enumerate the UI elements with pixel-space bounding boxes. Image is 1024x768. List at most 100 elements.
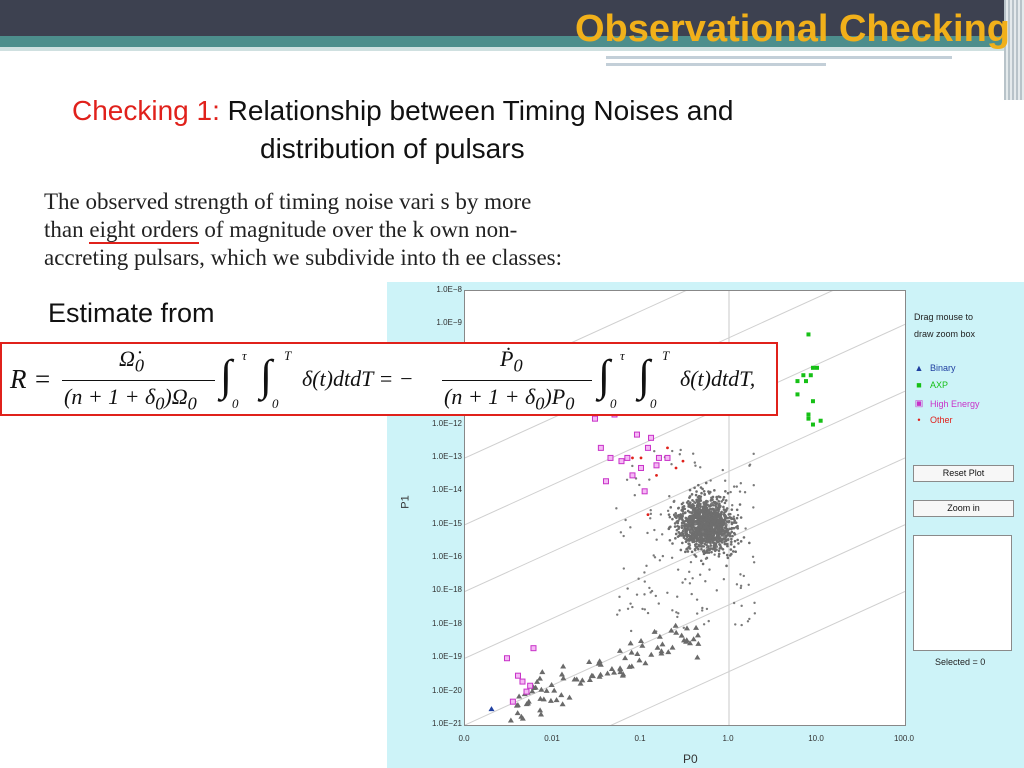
legend-item-other[interactable]: • Other — [914, 415, 952, 425]
population-point — [704, 534, 708, 538]
population-point — [728, 534, 732, 538]
population-point — [619, 531, 623, 534]
population-point — [691, 533, 695, 537]
binary-point — [651, 628, 658, 634]
population-point — [671, 517, 674, 521]
population-point — [660, 533, 664, 536]
population-point — [725, 564, 728, 568]
population-point — [695, 490, 698, 493]
population-point — [715, 539, 719, 543]
legend-item-high-energy[interactable]: ▣ High Energy — [914, 398, 980, 409]
population-point — [676, 521, 680, 525]
population-point — [686, 547, 689, 550]
formula-text: (n + 1 + δ — [64, 384, 156, 409]
reset-plot-button[interactable]: Reset Plot — [913, 465, 1014, 482]
binary-point — [560, 663, 567, 669]
population-point — [732, 515, 736, 518]
population-point — [701, 609, 704, 612]
population-point — [686, 509, 690, 513]
population-point — [722, 513, 726, 516]
other-point — [666, 446, 669, 450]
population-point — [710, 496, 713, 500]
x-tick-label: 0.1 — [634, 734, 646, 743]
population-point — [676, 595, 679, 598]
high-energy-point — [664, 454, 671, 461]
population-point — [681, 512, 685, 515]
x-tick-label: 10.0 — [808, 734, 824, 743]
population-point — [705, 546, 709, 549]
fraction-bar — [62, 380, 215, 381]
population-point — [725, 542, 728, 546]
binary-point — [654, 644, 661, 650]
header-teal-bar — [0, 36, 1024, 47]
population-point — [743, 491, 747, 494]
excerpt-line-2: than eight orders of magnitude over the … — [44, 216, 654, 244]
population-point — [625, 478, 629, 481]
population-point — [682, 626, 686, 630]
population-point — [677, 525, 681, 529]
population-point — [712, 538, 716, 542]
population-point — [726, 544, 729, 548]
population-point — [681, 541, 684, 545]
population-point — [666, 509, 670, 513]
excerpt-text: The observed strength of timing noise va… — [44, 189, 435, 214]
formula-middle: δ(t)dtdT = − — [302, 366, 414, 391]
integral-lower-limit: 0 — [232, 396, 239, 411]
population-point — [675, 611, 678, 614]
population-point — [629, 629, 633, 633]
other-point — [631, 456, 634, 460]
population-point — [679, 448, 682, 452]
population-point — [649, 512, 653, 516]
population-point — [676, 615, 679, 619]
binary-point — [560, 675, 567, 681]
population-point — [694, 493, 698, 497]
selection-list[interactable] — [913, 535, 1012, 651]
population-point — [682, 528, 685, 532]
dot-icon: • — [917, 415, 921, 425]
binary-point — [634, 650, 641, 656]
population-point — [697, 503, 701, 507]
zoom-in-button[interactable]: Zoom in — [913, 500, 1014, 517]
population-point — [669, 525, 672, 529]
binary-point — [548, 682, 555, 688]
population-point — [719, 504, 722, 508]
population-point — [729, 490, 732, 494]
population-point — [730, 526, 734, 530]
population-point — [699, 499, 703, 502]
binary-point — [628, 649, 635, 655]
binary-point — [488, 706, 495, 712]
population-point — [731, 534, 734, 538]
population-point — [706, 503, 709, 507]
population-point — [649, 591, 652, 594]
binary-point — [573, 676, 580, 682]
population-point — [688, 536, 692, 539]
population-point — [695, 520, 699, 523]
population-point — [622, 534, 625, 538]
y-axis-label: P1 — [399, 495, 412, 509]
population-point — [719, 528, 723, 532]
binary-point — [530, 685, 537, 691]
population-point — [681, 581, 684, 584]
axp-point — [801, 373, 806, 378]
legend-item-axp[interactable]: ■ AXP — [914, 380, 948, 390]
population-point — [730, 552, 733, 556]
population-point — [717, 495, 720, 498]
population-point — [710, 498, 713, 502]
population-point — [699, 486, 703, 489]
population-point — [700, 491, 703, 495]
population-point — [717, 509, 720, 513]
population-point — [701, 505, 705, 508]
population-point — [704, 531, 708, 535]
population-point — [681, 514, 684, 518]
legend-item-binary[interactable]: ▲ Binary — [914, 363, 956, 373]
population-point — [699, 525, 703, 529]
population-point — [725, 534, 729, 537]
population-point — [739, 584, 743, 588]
population-point — [714, 542, 718, 546]
population-point — [649, 508, 652, 512]
population-point — [704, 514, 708, 517]
population-point — [677, 506, 680, 510]
population-point — [671, 609, 674, 612]
formula-text: )P — [544, 384, 566, 409]
formula-subscript: 0 — [134, 355, 145, 376]
